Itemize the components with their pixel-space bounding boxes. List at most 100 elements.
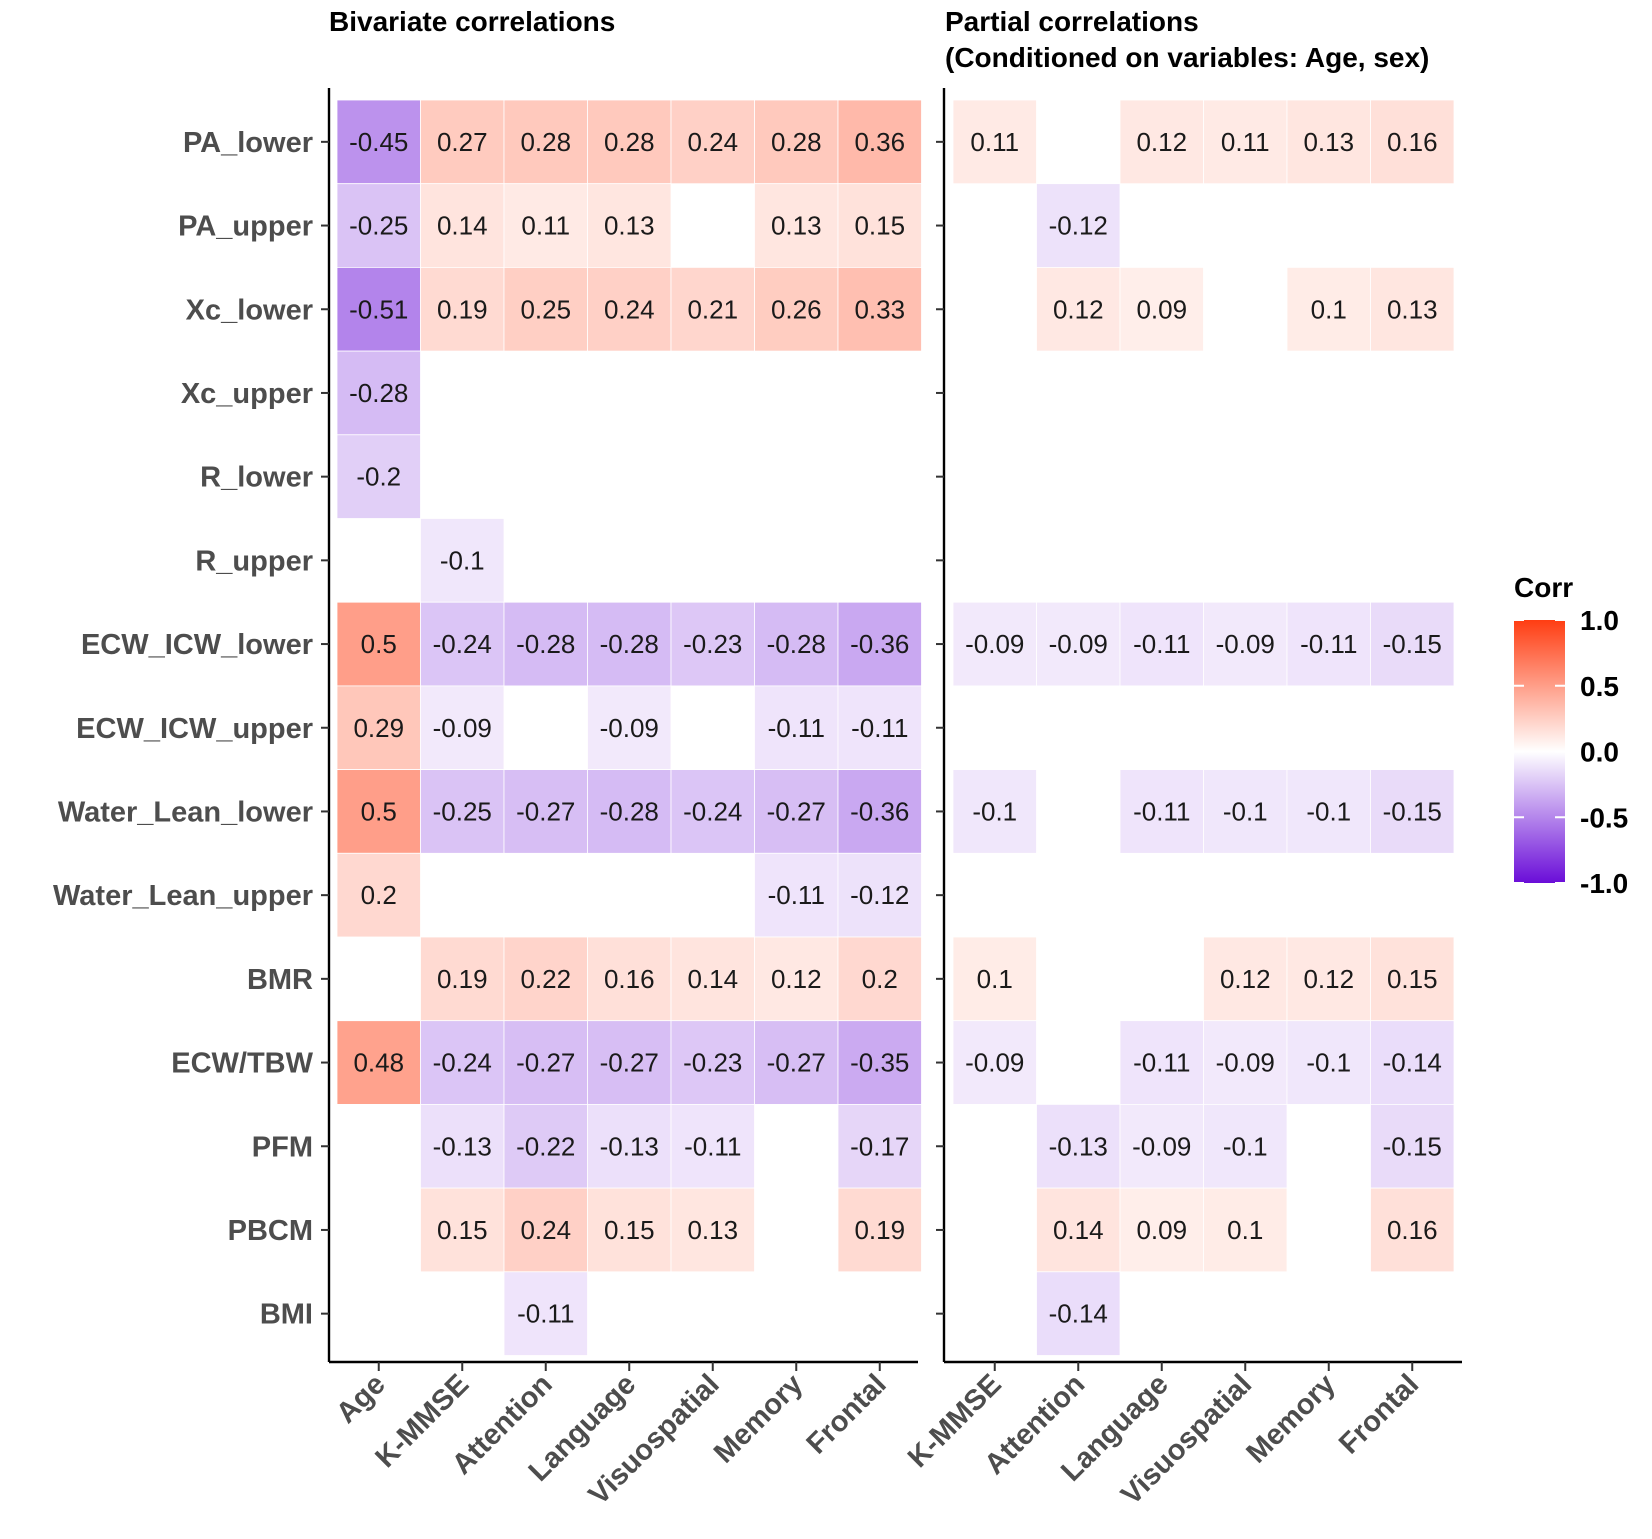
bivariate-cell-pbcm-frontal xyxy=(837,1187,922,1273)
partial-cell-ecw-tbw-visuospatial xyxy=(1203,1020,1288,1105)
bivariate-cell-ecw-tbw-memory xyxy=(754,1020,839,1105)
bivariate-value-pbcm-language: 0.15 xyxy=(604,1215,655,1245)
partial-value-ecw-icw-lower-attention: -0.09 xyxy=(1049,629,1108,659)
bivariate-value-pa-lower-attention: 0.28 xyxy=(520,127,571,157)
bivariate-value-xc-lower-attention: 0.25 xyxy=(520,294,571,324)
bivariate-value-ecw-icw-lower-memory: -0.28 xyxy=(767,629,826,659)
bivariate-value-pa-lower-memory: 0.28 xyxy=(771,127,822,157)
legend-tick-label: 1.0 xyxy=(1580,605,1619,636)
bivariate-value-water-lean-lower-k-mmse: -0.25 xyxy=(433,796,492,826)
partial-value-pa-lower-language: 0.12 xyxy=(1136,127,1187,157)
partial-value-bmi-attention: -0.14 xyxy=(1049,1299,1108,1329)
bivariate-x-label-frontal: Frontal xyxy=(801,1368,893,1460)
partial-cell-bmr-visuospatial xyxy=(1203,936,1288,1022)
row-label-ecw-icw-upper: ECW_ICW_upper xyxy=(76,713,313,745)
bivariate-value-pfm-k-mmse: -0.13 xyxy=(433,1131,492,1161)
partial-cell-pfm-visuospatial xyxy=(1203,1104,1288,1189)
partial-x-label-frontal: Frontal xyxy=(1333,1368,1425,1460)
bivariate-value-pfm-frontal: -0.17 xyxy=(850,1131,909,1161)
legend-tick-label: 0.0 xyxy=(1580,737,1619,768)
bivariate-cell-water-lean-lower-attention xyxy=(503,769,588,854)
partial-value-water-lean-lower-visuospatial: -0.1 xyxy=(1223,796,1268,826)
bivariate-value-bmr-k-mmse: 0.19 xyxy=(437,964,488,994)
row-label-bmr: BMR xyxy=(247,964,313,996)
partial-cell-pa-lower-visuospatial xyxy=(1203,99,1288,185)
partial-value-ecw-icw-lower-memory: -0.11 xyxy=(1300,629,1357,659)
partial-cell-ecw-icw-lower-language xyxy=(1119,601,1204,687)
partial-panel-title: Partial correlations xyxy=(945,6,1199,37)
bivariate-value-ecw-icw-lower-frontal: -0.36 xyxy=(850,629,909,659)
partial-value-bmr-memory: 0.12 xyxy=(1303,964,1354,994)
row-label-pfm: PFM xyxy=(252,1131,313,1163)
bivariate-value-ecw-icw-lower-visuospatial: -0.23 xyxy=(683,629,742,659)
partial-cell-pa-lower-frontal xyxy=(1370,99,1455,185)
bivariate-value-pa-upper-age: -0.25 xyxy=(349,211,408,241)
partial-panel-subtitle: (Conditioned on variables: Age, sex) xyxy=(945,42,1429,73)
bivariate-value-ecw-tbw-frontal: -0.35 xyxy=(850,1048,909,1078)
partial-value-xc-lower-frontal: 0.13 xyxy=(1387,294,1438,324)
bivariate-panel: -0.45 0.27 0.28 0.28 0.24 0.28 0.36 -0.25 0.14 0.… xyxy=(321,88,922,1511)
partial-cell-ecw-tbw-k-mmse xyxy=(952,1020,1037,1105)
partial-cell-water-lean-lower-memory xyxy=(1286,769,1371,854)
bivariate-cell-bmr-memory xyxy=(754,936,839,1022)
row-label-r-lower: R_lower xyxy=(200,462,313,494)
bivariate-cell-pfm-language xyxy=(587,1104,672,1189)
bivariate-value-pbcm-attention: 0.24 xyxy=(520,1215,571,1245)
partial-value-ecw-icw-lower-language: -0.11 xyxy=(1133,629,1190,659)
partial-cell-water-lean-lower-frontal xyxy=(1370,769,1455,854)
partial-value-water-lean-lower-frontal: -0.15 xyxy=(1383,796,1442,826)
partial-cell-water-lean-lower-visuospatial xyxy=(1203,769,1288,854)
row-label-xc-lower: Xc_lower xyxy=(186,294,313,326)
row-label-r-upper: R_upper xyxy=(195,545,313,577)
partial-cell-pa-lower-memory xyxy=(1286,99,1371,185)
partial-cell-pbcm-language xyxy=(1119,1187,1204,1273)
bivariate-cell-r-lower-age xyxy=(336,434,421,519)
bivariate-value-ecw-icw-upper-age: 0.29 xyxy=(353,713,404,743)
partial-value-pa-lower-memory: 0.13 xyxy=(1303,127,1354,157)
partial-cell-ecw-icw-lower-memory xyxy=(1286,601,1371,687)
bivariate-cell-ecw-tbw-attention xyxy=(503,1020,588,1105)
partial-cell-xc-lower-language xyxy=(1119,266,1204,352)
bivariate-value-ecw-icw-lower-age: 0.5 xyxy=(361,629,397,659)
partial-value-ecw-tbw-frontal: -0.14 xyxy=(1383,1048,1442,1078)
row-label-water-lean-upper: Water_Lean_upper xyxy=(53,880,313,912)
partial-value-ecw-tbw-memory: -0.1 xyxy=(1306,1048,1351,1078)
row-label-xc-upper: Xc_upper xyxy=(181,378,313,410)
bivariate-cell-pa-lower-attention xyxy=(503,99,588,185)
bivariate-cell-ecw-icw-lower-language xyxy=(587,601,672,687)
bivariate-cell-bmr-k-mmse xyxy=(420,936,505,1022)
legend-tick-label: -1.0 xyxy=(1580,868,1628,899)
partial-cell-pbcm-frontal xyxy=(1370,1187,1455,1273)
bivariate-value-bmr-attention: 0.22 xyxy=(520,964,571,994)
bivariate-value-xc-lower-visuospatial: 0.21 xyxy=(687,294,738,324)
bivariate-cell-pa-lower-memory xyxy=(754,99,839,185)
bivariate-cell-ecw-icw-upper-age xyxy=(336,685,421,771)
partial-value-pbcm-frontal: 0.16 xyxy=(1387,1215,1438,1245)
partial-value-pfm-language: -0.09 xyxy=(1132,1131,1191,1161)
bivariate-value-pa-lower-visuospatial: 0.24 xyxy=(687,127,738,157)
bivariate-cell-bmr-frontal xyxy=(837,936,922,1022)
bivariate-cell-pa-lower-visuospatial xyxy=(670,99,755,185)
bivariate-cell-ecw-icw-upper-language xyxy=(587,685,672,771)
partial-value-xc-lower-language: 0.09 xyxy=(1136,294,1187,324)
bivariate-cell-xc-upper-age xyxy=(336,350,421,436)
bivariate-value-water-lean-lower-attention: -0.27 xyxy=(516,796,575,826)
partial-value-bmr-k-mmse: 0.1 xyxy=(977,964,1013,994)
bivariate-value-bmr-memory: 0.12 xyxy=(771,964,822,994)
bivariate-cell-water-lean-lower-language xyxy=(587,769,672,854)
bivariate-cell-xc-lower-language xyxy=(587,266,672,352)
bivariate-cell-ecw-icw-upper-frontal xyxy=(837,685,922,771)
partial-value-ecw-icw-lower-visuospatial: -0.09 xyxy=(1216,629,1275,659)
bivariate-cell-pbcm-visuospatial xyxy=(670,1187,755,1273)
bivariate-cell-pa-lower-language xyxy=(587,99,672,185)
row-labels: PA_lower PA_upper Xc_lower Xc_upper R_lower R… xyxy=(53,127,314,1331)
bivariate-value-ecw-icw-lower-language: -0.28 xyxy=(600,629,659,659)
bivariate-value-water-lean-upper-memory: -0.11 xyxy=(768,880,825,910)
partial-value-xc-lower-memory: 0.1 xyxy=(1311,294,1347,324)
partial-cell-bmr-frontal xyxy=(1370,936,1455,1022)
bivariate-value-water-lean-lower-age: 0.5 xyxy=(361,796,397,826)
partial-value-pbcm-attention: 0.14 xyxy=(1053,1215,1104,1245)
partial-cell-xc-lower-attention xyxy=(1036,266,1121,352)
partial-cell-ecw-tbw-memory xyxy=(1286,1020,1371,1105)
partial-cell-ecw-icw-lower-frontal xyxy=(1370,601,1455,687)
